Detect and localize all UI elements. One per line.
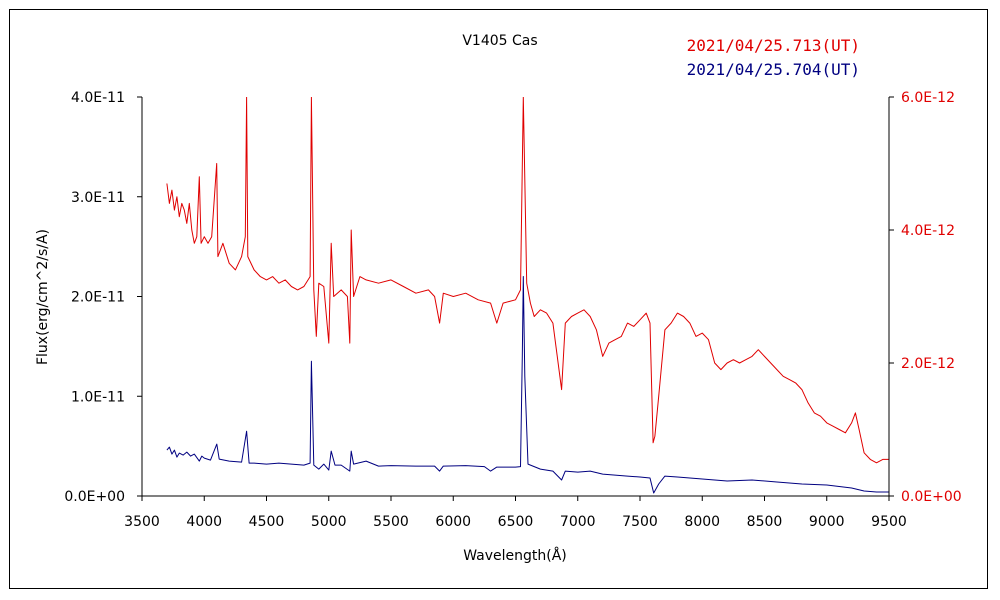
y-tick-right-label: 0.0E+00 xyxy=(901,489,962,505)
legend-entry-red: 2021/04/25.713(UT) xyxy=(687,36,860,55)
x-tick-label: 5000 xyxy=(311,514,347,530)
x-tick-label: 4000 xyxy=(186,514,222,530)
y-tick-left-label: 1.0E-11 xyxy=(71,389,125,405)
y-tick-left-label: 3.0E-11 xyxy=(71,190,125,206)
y-tick-right-label: 4.0E-12 xyxy=(901,223,955,239)
x-tick-label: 7000 xyxy=(560,514,596,530)
y-tick-right-label: 2.0E-12 xyxy=(901,356,955,372)
x-tick-label: 6500 xyxy=(498,514,534,530)
plot-layer xyxy=(166,97,889,494)
y-tick-left-label: 2.0E-11 xyxy=(71,290,125,306)
x-tick-label: 3500 xyxy=(124,514,160,530)
x-axis-label: Wavelength(Å) xyxy=(463,547,567,564)
x-tick-label: 5500 xyxy=(373,514,409,530)
y-axis-label: Flux(erg/cm^2/s/A) xyxy=(35,229,51,365)
x-tick-label: 7500 xyxy=(622,514,658,530)
x-tick-label: 6000 xyxy=(435,514,471,530)
x-tick-label: 8500 xyxy=(747,514,783,530)
y-tick-left-label: 4.0E-11 xyxy=(71,90,125,106)
x-tick-label: 4500 xyxy=(249,514,285,530)
x-tick-label: 9000 xyxy=(809,514,845,530)
y-tick-right-label: 6.0E-12 xyxy=(901,90,955,106)
series-line-red xyxy=(166,97,889,464)
series-line-blue xyxy=(166,276,889,494)
x-tick-label: 9500 xyxy=(871,514,907,530)
chart-title: V1405 Cas xyxy=(462,33,537,49)
y-tick-left-label: 0.0E+00 xyxy=(64,489,125,505)
legend-entry-blue: 2021/04/25.704(UT) xyxy=(687,60,860,79)
chart-frame xyxy=(9,9,988,589)
x-tick-label: 8000 xyxy=(684,514,720,530)
axes-layer: 3500 4000 4500 5000 5500 6000 6500 7000 7500 8000… xyxy=(64,90,961,530)
